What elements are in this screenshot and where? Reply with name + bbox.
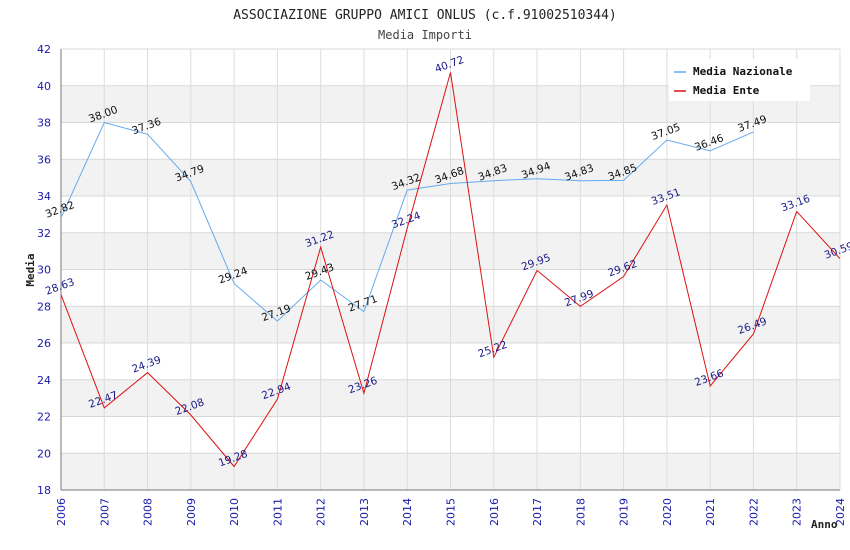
x-tick-label-2018: 2018 (574, 498, 587, 526)
data-label-media-ente-2008: 24.39 (130, 354, 162, 376)
legend: Media Nazionale Media Ente (669, 59, 810, 101)
chart-subtitle: Media Importi (378, 28, 472, 42)
y-tick-label-26: 26 (37, 337, 51, 350)
x-tick-label-2020: 2020 (661, 498, 674, 526)
x-tick-labels: 2006 2007 2008 2009 2010 2011 2012 2013 2014 2015… (55, 498, 847, 526)
x-tick-label-2006: 2006 (55, 498, 68, 526)
gridlines (60, 48, 841, 491)
x-tick-label-2016: 2016 (488, 498, 501, 526)
y-tick-label-42: 42 (37, 43, 51, 56)
y-tick-label-24: 24 (37, 374, 51, 387)
series-line-media-ente (60, 72, 841, 468)
x-tick-label-2007: 2007 (98, 498, 111, 526)
data-label-media-ente-2006: 28.63 (44, 276, 76, 298)
y-tick-label-38: 38 (37, 117, 51, 130)
x-tick-label-2019: 2019 (618, 498, 631, 526)
x-tick-label-2017: 2017 (531, 498, 544, 526)
y-tick-label-36: 36 (37, 153, 51, 166)
x-tick-label-2011: 2011 (271, 498, 284, 526)
x-tick-label-2009: 2009 (185, 498, 198, 526)
legend-label-media-ente: Media Ente (693, 84, 760, 97)
y-tick-label-40: 40 (37, 80, 51, 93)
x-tick-label-2023: 2023 (791, 498, 804, 526)
x-tick-label-2021: 2021 (704, 498, 717, 526)
x-tick-label-2008: 2008 (142, 498, 155, 526)
y-tick-label-32: 32 (37, 227, 51, 240)
series-line-media-nazionale (60, 121, 754, 322)
legend-label-media-nazionale: Media Nazionale (693, 65, 793, 78)
x-tick-label-2014: 2014 (401, 498, 414, 526)
x-tick-label-2024: 2024 (834, 498, 847, 526)
y-tick-label-22: 22 (37, 411, 51, 424)
x-tick-label-2022: 2022 (747, 498, 760, 526)
chart-title: ASSOCIAZIONE GRUPPO AMICI ONLUS (c.f.910… (233, 8, 617, 23)
data-label-media-ente-2015: 40.72 (433, 54, 465, 76)
data-label-media-nazionale-2020: 37.05 (650, 121, 682, 143)
y-tick-label-20: 20 (37, 447, 51, 460)
y-tick-label-30: 30 (37, 264, 51, 277)
series-lines (60, 72, 841, 468)
axes (60, 49, 840, 491)
y-axis-label: Media (24, 253, 37, 286)
x-tick-label-2013: 2013 (358, 498, 371, 526)
data-label-media-ente-2014: 32.24 (390, 210, 423, 232)
y-tick-label-28: 28 (37, 300, 51, 313)
x-tick-label-2015: 2015 (445, 498, 458, 526)
x-axis-label: Anno (811, 518, 838, 531)
y-tick-label-34: 34 (37, 190, 51, 203)
x-tick-label-2012: 2012 (315, 498, 328, 526)
y-tick-labels: 18 20 22 24 26 28 30 32 34 36 38 40 42 (37, 43, 51, 497)
legend-box (669, 59, 810, 101)
x-tick-label-2010: 2010 (228, 498, 241, 526)
y-tick-label-18: 18 (37, 484, 51, 497)
